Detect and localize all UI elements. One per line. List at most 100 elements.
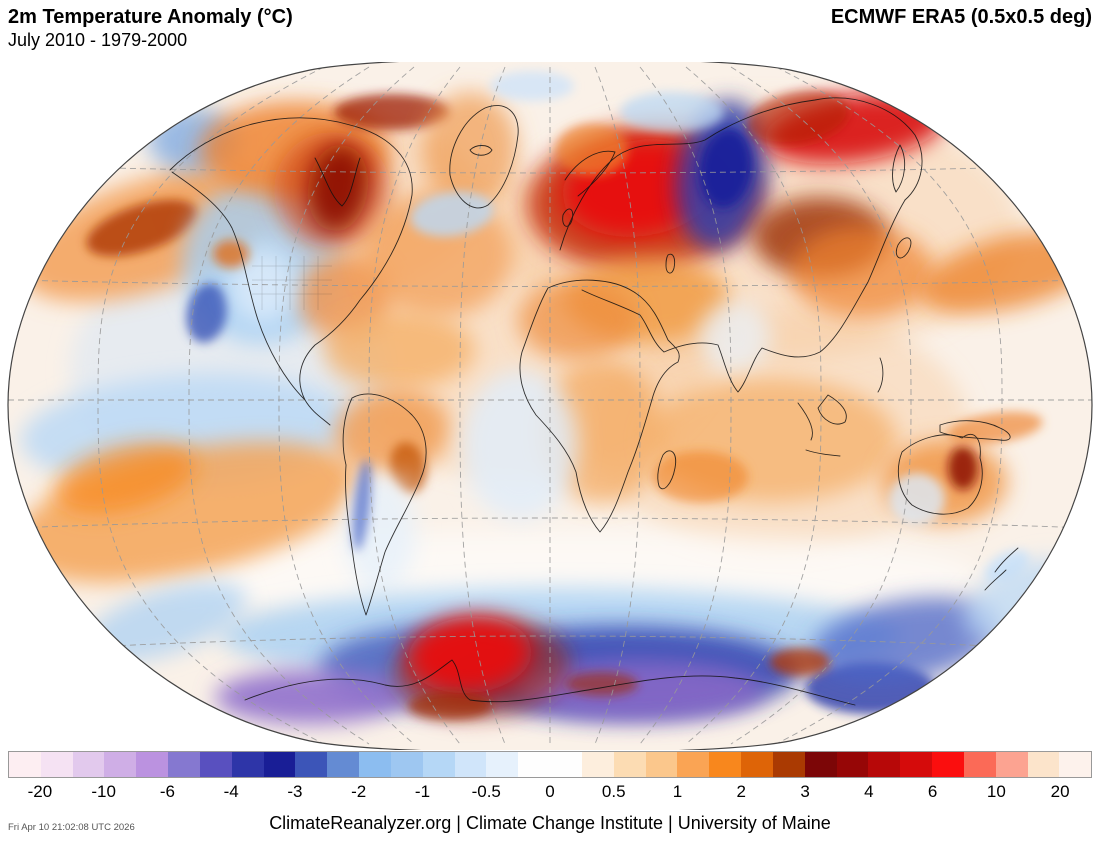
generation-timestamp: Fri Apr 10 21:02:08 UTC 2026	[8, 822, 135, 833]
colorbar-segment	[72, 752, 105, 777]
coast-greenland	[449, 105, 519, 209]
colorbar-segment	[518, 752, 551, 777]
projection-outline	[7, 62, 1093, 750]
colorbar-segment	[104, 752, 137, 777]
anomaly-s-ocean-left-cool	[83, 581, 247, 663]
colorbar-tick-label: -3	[287, 782, 303, 801]
anomaly-new-guinea-warm	[947, 411, 1043, 445]
graticule-lines	[8, 66, 1092, 745]
colorbar-segment	[454, 752, 487, 777]
colorbar-segment	[199, 752, 232, 777]
page-subtitle: July 2010 - 1979-2000	[8, 30, 188, 50]
colorbar-tick-label: 6	[927, 782, 938, 801]
anomaly-antarctic-spot-right	[770, 648, 830, 676]
anomaly-n-atlantic-cool-hole	[410, 191, 494, 237]
coast-java	[805, 449, 841, 457]
anomaly-s-pacific-warm-core	[54, 442, 196, 514]
anomaly-queensland-hot	[948, 446, 978, 490]
anomaly-tropical-atlantic-warm	[325, 312, 475, 388]
coast-eurasia-north	[559, 97, 923, 251]
colorbar-tick-label: 20	[1050, 782, 1070, 801]
colorbar-segment	[581, 752, 614, 777]
colorbar-segment	[359, 752, 391, 777]
anomaly-ne-siberia-hot-west	[746, 90, 850, 146]
anomaly-antarctic-coast-hot-2	[566, 672, 638, 696]
world-anomaly-map	[7, 62, 1093, 750]
anomaly-us-west-cool	[231, 250, 295, 322]
anomaly-india-pale-cool	[699, 301, 771, 373]
coast-south-america	[342, 393, 427, 616]
anomaly-arctic-barents-cool	[620, 92, 724, 132]
us-state-borders	[252, 256, 332, 310]
colorbar-segment	[868, 752, 901, 777]
colorbar-tick-label: 0.5	[601, 782, 626, 801]
anomaly-w-siberia-cool-core	[699, 128, 753, 208]
colorbar-tick-label: 4	[864, 782, 874, 801]
coast-borneo	[817, 394, 847, 425]
coast-philippines	[877, 357, 884, 393]
colorbar-segment	[390, 752, 423, 777]
anomaly-antarctic-coast-hot-1	[408, 692, 492, 720]
anomaly-w-australia-pale	[889, 473, 945, 525]
colorbar-segment	[168, 752, 200, 777]
coast-north-america-west	[171, 171, 306, 401]
anomaly-chile-cool-sliver	[352, 459, 372, 551]
colorbar-segment	[932, 752, 964, 777]
colorbar-tick-label: 1	[672, 782, 683, 801]
coast-madagascar	[657, 450, 677, 490]
anomaly-s-ocean-purple-mid	[515, 660, 765, 720]
colorbar-segment	[677, 752, 710, 777]
colorbar-tick-label: 10	[986, 782, 1006, 801]
anomaly-s-ocean-purple-left	[215, 670, 405, 724]
anomaly-n-pacific-hot-core	[86, 199, 198, 257]
coast-hudson-bay	[314, 157, 361, 207]
coast-britain	[562, 208, 574, 227]
coast-kamchatka	[892, 144, 906, 193]
colorbar-segment	[804, 752, 837, 777]
coast-antarctica	[244, 659, 856, 706]
colorbar-tick-label: -0.5	[471, 782, 501, 801]
anomaly-china-warm	[790, 226, 934, 318]
colorbar-segment	[741, 752, 773, 777]
colorbar-segment	[613, 752, 646, 777]
anomaly-baja-cool-core	[186, 283, 228, 343]
colorbar-tick-label: -20	[27, 782, 53, 801]
colorbar-segment	[9, 752, 41, 777]
page-title: 2m Temperature Anomaly (°C)	[8, 6, 293, 28]
anomaly-arctic-canada-hot	[334, 94, 450, 130]
colorbar-segment	[995, 752, 1028, 777]
colorbar-segment	[1059, 752, 1092, 777]
colorbar-tick-label: -2	[351, 782, 367, 801]
coast-scandinavia	[564, 150, 616, 197]
colorbar-segment	[263, 752, 296, 777]
colorbar-tick-label: -6	[159, 782, 175, 801]
colorbar-segment	[295, 752, 328, 777]
anomaly-s-atlantic-pale-cool	[462, 370, 578, 520]
colorbar-tick-labels: -20 -10 -6 -4 -3 -2 -1 -0.5 0 0.5 1 2 3 4 6 10 20	[8, 782, 1092, 804]
anomaly-wash-south-white-band	[120, 530, 980, 620]
coast-new-guinea	[939, 420, 1011, 441]
colorbar-segment	[40, 752, 73, 777]
anomaly-blob-layer	[13, 71, 1092, 724]
anomaly-se-ocean-cool	[811, 597, 999, 683]
coast-africa	[519, 279, 680, 533]
anomaly-indian-ocean-spot	[652, 451, 748, 503]
coast-iceland	[469, 145, 493, 156]
colorbar-tick-label: 3	[800, 782, 810, 801]
colorbar-tick-label: 0	[545, 782, 555, 801]
anomaly-sahara-warm-spot	[518, 280, 638, 360]
colorbar-segment	[900, 752, 933, 777]
coast-australia	[897, 433, 983, 515]
anomaly-sw-us-warm-spot	[213, 240, 249, 268]
colorbar	[8, 751, 1092, 778]
data-source-label: ECMWF ERA5 (0.5x0.5 deg)	[830, 6, 1092, 28]
coast-new-zealand	[984, 547, 1019, 591]
colorbar-segment	[645, 752, 678, 777]
colorbar-tick-label: -10	[91, 782, 116, 801]
colorbar-segment	[772, 752, 805, 777]
coast-north-america	[169, 117, 413, 426]
colorbar-segment	[231, 752, 264, 777]
coast-eurasia-south	[581, 199, 906, 393]
colorbar-segment	[836, 752, 869, 777]
